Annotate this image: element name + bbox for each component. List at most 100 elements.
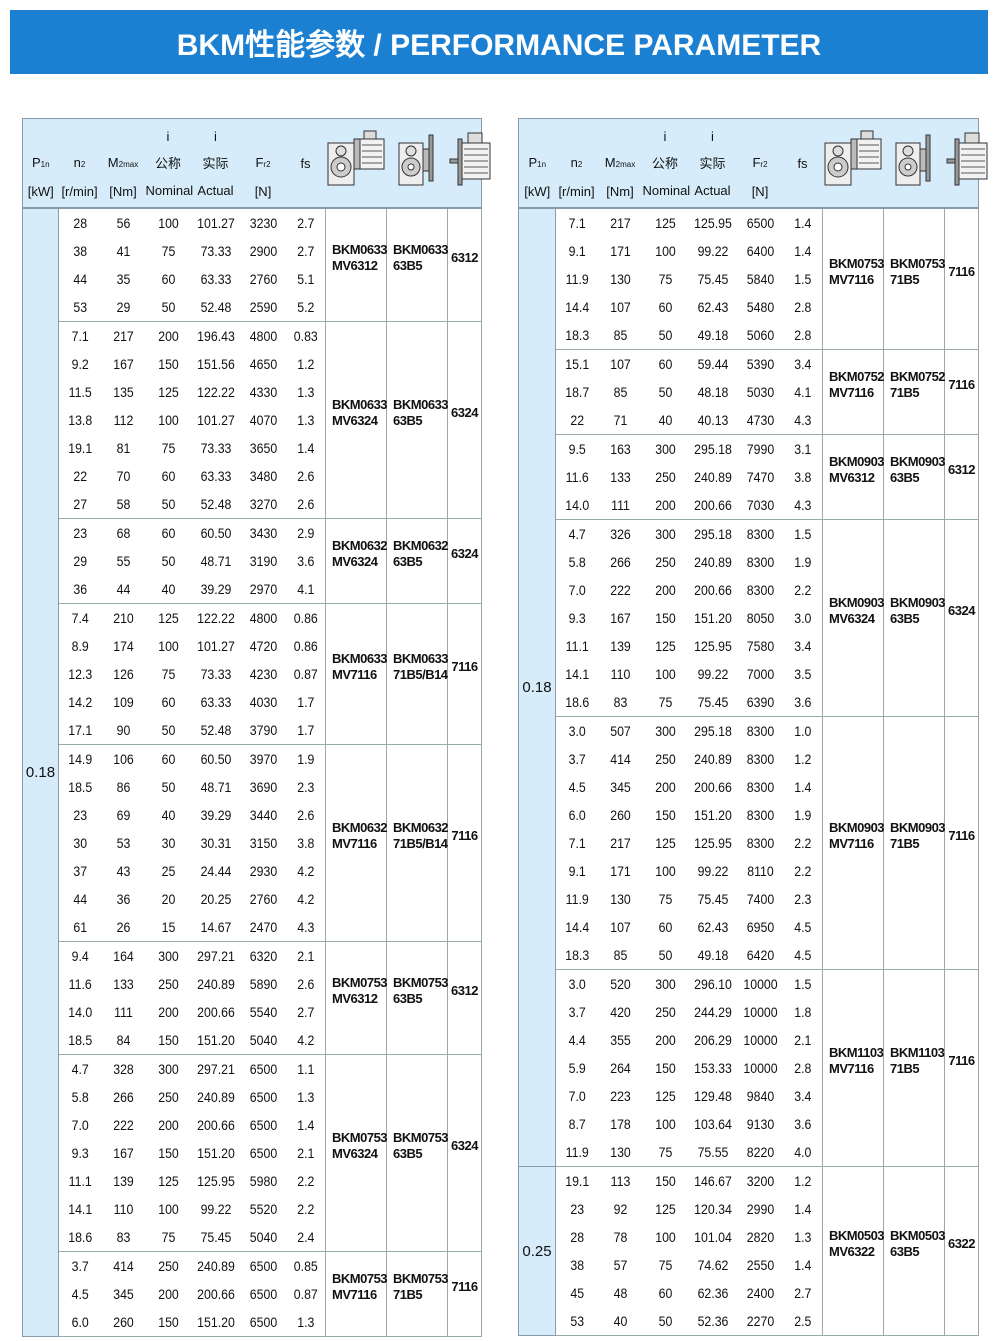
table-row: 3.7 414 250 240.89 8300 1.2: [519, 745, 979, 773]
header-torque: M2max [Nm]: [100, 118, 146, 209]
gearbox-line-1: BKM0752: [890, 369, 946, 384]
speed-cell: 11.9: [565, 271, 589, 287]
table-row: 9.3 167 150 151.20 8050 3.0: [519, 604, 979, 632]
speed-cell: 44: [72, 891, 87, 907]
radial-load-cell: 4730: [740, 406, 780, 435]
radial-load-cell: 2470: [243, 913, 283, 942]
torque-cell: 48: [613, 1285, 627, 1301]
gearbox-line-2: 63B5: [890, 470, 920, 485]
ratio-actual-cell: 62.43: [697, 919, 728, 935]
model-line-1: BKM0753: [332, 975, 388, 990]
table-row: 5.9 264 150 153.33 10000 2.8: [519, 1054, 979, 1082]
model-line-2: MV6324: [332, 1146, 378, 1161]
speed-cell: 4.4: [568, 1032, 586, 1048]
radial-load-cell: 2760: [249, 271, 277, 287]
speed-cell: 14.2: [67, 694, 92, 710]
radial-load-cell: 10000: [740, 969, 780, 998]
speed-cell: 18.3: [558, 321, 595, 350]
model-line-1: BKM0633: [332, 651, 388, 666]
radial-load-cell: 5520: [249, 1201, 277, 1217]
model-line-2: MV7116: [332, 836, 377, 851]
gearbox-cell: BKM0903 71B5: [883, 716, 946, 970]
table-row: 36 44 40 39.29 2970 4.1: [23, 575, 482, 604]
power-cell: 0.18: [22, 208, 59, 1337]
torque-cell: 139: [609, 638, 631, 654]
speed-cell: 18.6: [558, 688, 595, 717]
torque-cell: 222: [112, 1117, 134, 1133]
gearbox-line-1: BKM0753: [393, 1130, 449, 1145]
ratio-nominal-cell: 100: [654, 1229, 676, 1245]
ratio-nominal-cell: 75: [161, 440, 175, 456]
model-cell: BKM0633 MV6324: [325, 321, 388, 519]
ratio-nominal-cell: 200: [645, 491, 685, 520]
ratio-nominal-cell: 150: [645, 1166, 685, 1195]
radial-load-cell: 5840: [746, 271, 774, 287]
service-factor-cell: 3.8: [296, 835, 314, 851]
table-row: 6.0 260 150 151.20 8300 1.9: [519, 801, 979, 829]
speed-cell: 12.3: [67, 666, 92, 682]
model-cell: BKM0633 MV6312: [325, 208, 388, 322]
torque-cell: 167: [112, 1145, 134, 1161]
service-factor-cell: 5.2: [287, 293, 324, 322]
speed-cell: 5.9: [568, 1060, 586, 1076]
torque-cell: 139: [112, 1173, 134, 1189]
gearbox-line-2: 71B5/B14: [393, 836, 448, 851]
header-row: P1n [kW] n2 [r/min] M2max [Nm] i 公称 Nominal i…: [518, 118, 987, 209]
table-row: 18.5 84 150 151.20 5040 4.2: [23, 1026, 482, 1055]
model-line-2: MV6312: [829, 470, 875, 485]
ratio-actual-cell: 99.22: [200, 1201, 231, 1217]
ratio-actual-cell: 14.67: [193, 913, 238, 942]
model-line-1: BKM0753: [332, 1271, 388, 1286]
gearbox-line-2: 71B5: [890, 1061, 920, 1076]
radial-load-cell: 7470: [746, 469, 774, 485]
ratio-nominal-cell: 60: [645, 349, 685, 378]
ratio-nominal-cell: 100: [654, 666, 676, 682]
torque-cell: 326: [600, 519, 640, 548]
radial-load-cell: 3150: [249, 835, 277, 851]
table-row: 6.0 260 150 151.20 6500 1.3: [23, 1308, 482, 1337]
speed-cell: 9.3: [71, 1145, 89, 1161]
m-unit: [Nm]: [109, 183, 137, 199]
i-act-sym: i: [711, 128, 714, 144]
radial-load-cell: 4720: [249, 638, 277, 654]
table-row: 14.1 110 100 99.22 5520 2.2: [23, 1195, 482, 1223]
radial-load-cell: 4330: [249, 384, 277, 400]
service-factor-cell: 3.4: [793, 638, 811, 654]
table-row: 0.18 7.1 217 125 125.95 6500 1.4 BKM0753 MV7116 B…: [518, 207, 979, 1167]
service-factor-cell: 1.5: [793, 271, 811, 287]
radial-load-cell: 3480: [249, 468, 277, 484]
service-factor-cell: 3.6: [296, 553, 314, 569]
ratio-nominal-cell: 100: [157, 638, 179, 654]
torque-cell: 217: [103, 321, 143, 350]
table-row: 14.4 107 60 62.43 5480 2.8: [519, 293, 979, 321]
torque-cell: 163: [600, 434, 640, 463]
header-power: P1n [kW]: [518, 118, 556, 209]
torque-cell: 130: [600, 1138, 640, 1167]
radial-load-cell: 4030: [249, 694, 277, 710]
ratio-actual-cell: 153.33: [693, 1060, 732, 1076]
motor-cell: 6312: [447, 941, 482, 1055]
m-unit: [Nm]: [606, 183, 634, 199]
table-row: 4.4 355 200 206.29 10000 2.1: [519, 1026, 979, 1054]
radial-load-cell: 6500: [249, 1145, 277, 1161]
radial-load-cell: 6400: [746, 243, 774, 259]
table-row: 14.0 111 200 200.66 5540 2.7: [23, 998, 482, 1026]
speed-cell: 30: [72, 835, 87, 851]
torque-cell: 110: [610, 666, 630, 682]
ratio-actual-cell: 120.34: [693, 1201, 732, 1217]
speed-cell: 3.0: [558, 969, 595, 998]
service-factor-cell: 2.1: [287, 941, 324, 970]
ratio-actual-cell: 122.22: [196, 384, 235, 400]
torque-cell: 29: [103, 293, 143, 322]
ratio-nominal-cell: 75: [658, 271, 672, 287]
motor-cell: 7116: [447, 1251, 482, 1337]
ratio-nominal-cell: 60: [658, 1285, 672, 1301]
motor-cell: 7116: [944, 969, 979, 1167]
speed-cell: 13.8: [67, 412, 92, 428]
speed-cell: 18.5: [67, 779, 92, 795]
radial-load-cell: 8300: [746, 779, 774, 795]
ratio-nominal-cell: 40: [148, 575, 188, 604]
radial-load-cell: 6500: [249, 1117, 277, 1133]
radial-load-cell: 2970: [243, 575, 283, 604]
ratio-actual-cell: 48.71: [200, 779, 231, 795]
